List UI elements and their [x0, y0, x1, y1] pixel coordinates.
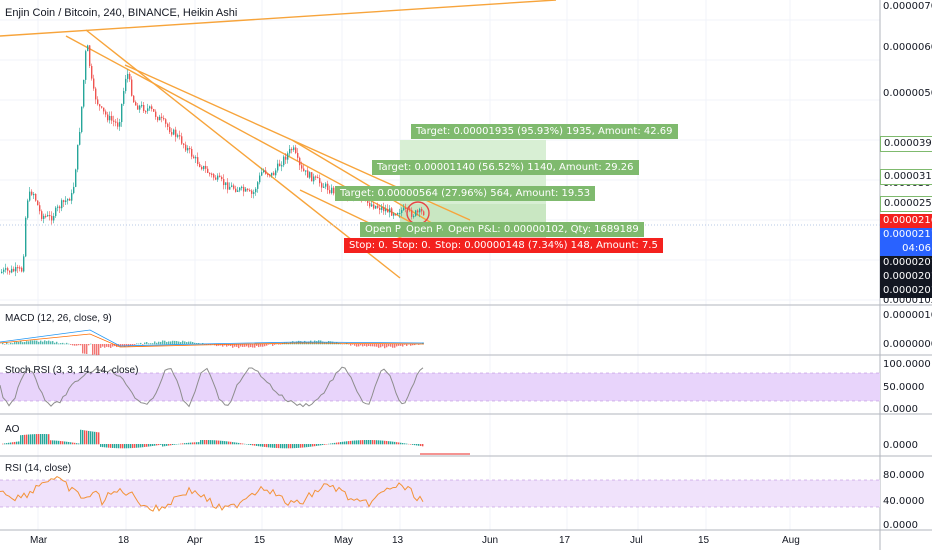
time-tick: Jun — [482, 535, 499, 546]
stop-label-3[interactable]: Stop: 0.00000148 (7.34%) 148, Amount: 7.… — [430, 238, 663, 253]
target-label-2[interactable]: Target: 0.00001140 (56.52%) 1140, Amount… — [372, 160, 639, 175]
price-badge-stop: 0.00002169 — [880, 214, 932, 228]
stoch-rsi-line — [0, 366, 424, 408]
macd-tick: 0.00000000 — [883, 339, 932, 350]
macd-title: MACD (12, 26, close, 9) — [5, 313, 112, 324]
ao-histogram — [2, 429, 470, 455]
time-tick: Jul — [630, 535, 643, 546]
open-pnl-zone — [400, 204, 546, 224]
open-pnl-label-3[interactable]: Open P&L: 0.00000102, Qty: 1689189 — [443, 222, 644, 237]
rsi-band — [0, 480, 880, 507]
rsi-title: RSI (14, close) — [5, 463, 72, 474]
open-pnl-label-1[interactable]: Open P& — [360, 222, 414, 237]
time-tick: 18 — [118, 535, 130, 546]
target-label-1[interactable]: Target: 0.00001935 (95.93%) 1935, Amount… — [411, 124, 678, 139]
stoch-tick: 100.0000 — [883, 359, 931, 370]
stop-label-1[interactable]: Stop: 0.0 — [344, 238, 400, 253]
price-tick: 0.00001024 — [883, 296, 932, 306]
time-tick: Mar — [30, 535, 48, 546]
chart-title: Enjin Coin / Bitcoin, 240, BINANCE, Heik… — [5, 7, 238, 19]
time-tick: 17 — [559, 535, 571, 546]
open-pnl-label-2[interactable]: Open P& — [401, 222, 455, 237]
time-tick: 13 — [392, 535, 404, 546]
grid-lines — [0, 0, 880, 530]
stoch-tick: 0.0000 — [883, 404, 918, 415]
stoch-rsi-title: Stoch RSI (3, 3, 14, 14, close) — [5, 365, 139, 376]
stoch-band — [0, 373, 880, 401]
price-tick: 0.00000500 — [883, 88, 932, 99]
rsi-tick: 0.0000 — [883, 520, 918, 531]
price-badge: 0.00002017 — [880, 256, 932, 270]
ao-tick: 0.0000 — [883, 440, 918, 451]
rsi-line — [0, 475, 424, 512]
rsi-tick: 80.0000 — [883, 470, 925, 481]
time-tick: 15 — [254, 535, 266, 546]
countdown-badge: 04:06 — [880, 242, 932, 256]
target-label-3[interactable]: Target: 0.00000564 (27.96%) 564, Amount:… — [335, 186, 596, 201]
time-tick: May — [334, 535, 353, 546]
price-tick: 0.00000600 — [883, 42, 932, 53]
price-badge-current: 0.00002119 — [880, 228, 932, 242]
price-badge-target3: 0.00002581 — [880, 196, 932, 212]
price-badge: 0.00002017 — [880, 284, 932, 298]
price-badge: 0.00002017 — [880, 270, 932, 284]
time-tick: Apr — [187, 535, 203, 546]
price-badge-target1: 0.00003952 — [880, 136, 932, 152]
time-tick: 15 — [698, 535, 710, 546]
price-badge-target2: 0.00003157 — [880, 169, 932, 185]
time-tick: Aug — [782, 535, 800, 546]
stop-label-2[interactable]: Stop: 0.0 — [387, 238, 443, 253]
rsi-tick: 40.0000 — [883, 496, 925, 507]
ao-title: AO — [5, 424, 20, 435]
macd-histogram — [0, 329, 425, 356]
stoch-tick: 50.0000 — [883, 382, 925, 393]
price-tick: 0.00000700 — [883, 1, 932, 12]
